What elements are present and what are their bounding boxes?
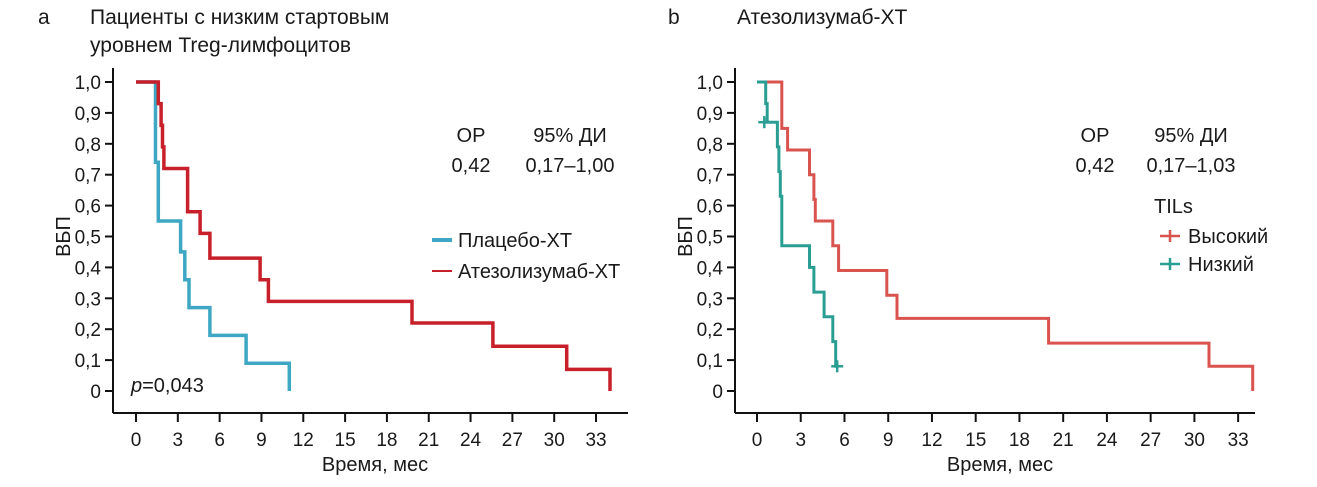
legend-marker-high-icon <box>1160 230 1180 242</box>
chart-a-ci-value: 0,17–1,00 <box>526 155 615 177</box>
y-tick-label: 0,1 <box>697 351 723 372</box>
x-tick-label: 9 <box>883 430 894 451</box>
chart-a-ci-label: 95% ДИ <box>533 125 607 147</box>
x-tick-label: 21 <box>418 430 439 451</box>
y-tick-label: 0,4 <box>75 258 102 279</box>
y-tick-label: 0,8 <box>75 135 101 156</box>
chart-b-ci-value: 0,17–1,03 <box>1147 155 1236 177</box>
x-tick-label: 0 <box>752 430 763 451</box>
y-tick-label: 0,2 <box>697 320 723 341</box>
x-tick-label: 24 <box>1096 430 1118 451</box>
y-tick-label: 0,8 <box>697 135 723 156</box>
x-tick-label: 12 <box>921 430 942 451</box>
x-tick-label: 18 <box>376 430 397 451</box>
chart-a-hr-value: 0,42 <box>452 155 491 177</box>
x-tick-label: 12 <box>293 430 314 451</box>
legend-label-placebo: Плацебо-ХТ <box>458 230 572 252</box>
legend-label-high: Высокий <box>1188 226 1268 248</box>
y-tick-label: 0,3 <box>75 289 101 310</box>
panel-letter-a: a <box>38 6 50 29</box>
chart-a-x-ticks: 0 3 6 9 12 15 18 21 24 27 30 33 <box>131 413 607 451</box>
y-tick-label: 0 <box>90 382 101 403</box>
x-tick-label: 30 <box>1184 430 1205 451</box>
x-tick-label: 27 <box>502 430 523 451</box>
legend-title-tils: TILs <box>1154 196 1193 218</box>
km-curve-series-1 <box>136 80 292 391</box>
chart-b-legend: TILs Высокий Низкий <box>1154 196 1268 276</box>
y-tick-label: 0,6 <box>697 197 723 218</box>
y-tick-label: 1,0 <box>75 73 101 94</box>
legend-label-low: Низкий <box>1188 254 1254 276</box>
p-symbol: p <box>130 375 142 397</box>
y-tick-label: 0,2 <box>75 320 101 341</box>
y-tick-label: 0,1 <box>75 351 101 372</box>
x-tick-label: 33 <box>1228 430 1249 451</box>
y-tick-label: 0,7 <box>75 166 101 187</box>
chart-b-x-axis-label: Время, мес <box>947 454 1053 476</box>
km-curve-series-2 <box>757 80 838 368</box>
x-tick-label: 0 <box>131 430 142 451</box>
km-curve-series-1 <box>757 80 1255 391</box>
censor-mark <box>758 116 771 129</box>
chart-a-y-ticks: 0 0,1 0,2 0,3 0,4 0,5 0,6 0,7 0,8 0,9 1,0 <box>75 73 113 403</box>
chart-b-x-ticks: 0 3 6 9 12 15 18 21 24 27 30 33 <box>752 413 1249 451</box>
km-curve-series-2 <box>136 80 612 391</box>
chart-a-legend: Плацебо-ХТ Атезолизумаб-ХТ <box>432 230 620 283</box>
x-tick-label: 6 <box>214 430 225 451</box>
chart-b-title: Атезолизумаб-ХТ <box>737 6 908 29</box>
chart-a-title-line-2: уровнем Treg-лимфоцитов <box>90 34 351 57</box>
chart-a-hr-label: ОР <box>457 125 486 147</box>
panel-letter-b: b <box>668 6 680 29</box>
y-tick-label: 0,5 <box>75 228 101 249</box>
x-tick-label: 9 <box>256 430 267 451</box>
y-tick-label: 1,0 <box>697 73 723 94</box>
x-tick-label: 21 <box>1053 430 1074 451</box>
chart-a-y-axis-label: ВБП <box>53 216 75 257</box>
x-tick-label: 30 <box>544 430 565 451</box>
chart-a-title-line-1: Пациенты с низким стартовым <box>90 6 389 29</box>
chart-b-series <box>757 80 1255 391</box>
chart-b-y-ticks: 0 0,1 0,2 0,3 0,4 0,5 0,6 0,7 0,8 0,9 1,0 <box>697 73 735 403</box>
y-tick-label: 0,9 <box>75 104 101 125</box>
chart-a-p-value: p=0,043 <box>130 375 204 397</box>
chart-panel-b: b Атезолизумаб-ХТ 0 0,1 0,2 0,3 0,4 0,5 0,6 0,7… <box>668 6 1268 476</box>
chart-b-y-axis-label: ВБП <box>675 216 697 257</box>
chart-a-x-axis-label: Время, мес <box>322 454 428 476</box>
x-tick-label: 3 <box>173 430 184 451</box>
x-tick-label: 6 <box>839 430 850 451</box>
y-tick-label: 0,5 <box>697 228 723 249</box>
x-tick-label: 24 <box>460 430 482 451</box>
x-tick-label: 3 <box>795 430 806 451</box>
y-tick-label: 0,9 <box>697 104 723 125</box>
chart-b-ci-label: 95% ДИ <box>1154 125 1228 147</box>
legend-label-atezolizumab: Атезолизумаб-ХТ <box>458 261 620 283</box>
legend-marker-low-icon <box>1160 258 1180 270</box>
chart-panel-a: a Пациенты с низким стартовым уровнем Tr… <box>38 6 628 476</box>
censor-mark <box>831 360 844 373</box>
p-value-number: =0,043 <box>142 375 204 397</box>
y-tick-label: 0,3 <box>697 289 723 310</box>
x-tick-label: 15 <box>335 430 356 451</box>
y-tick-label: 0,4 <box>697 258 724 279</box>
y-tick-label: 0,6 <box>75 197 101 218</box>
y-tick-label: 0 <box>712 382 723 403</box>
x-tick-label: 15 <box>965 430 986 451</box>
chart-b-hr-label: ОР <box>1081 125 1110 147</box>
chart-b-hr-value: 0,42 <box>1076 155 1115 177</box>
x-tick-label: 33 <box>585 430 606 451</box>
y-tick-label: 0,7 <box>697 166 723 187</box>
x-tick-label: 18 <box>1009 430 1030 451</box>
x-tick-label: 27 <box>1140 430 1161 451</box>
chart-a-series <box>136 80 612 391</box>
